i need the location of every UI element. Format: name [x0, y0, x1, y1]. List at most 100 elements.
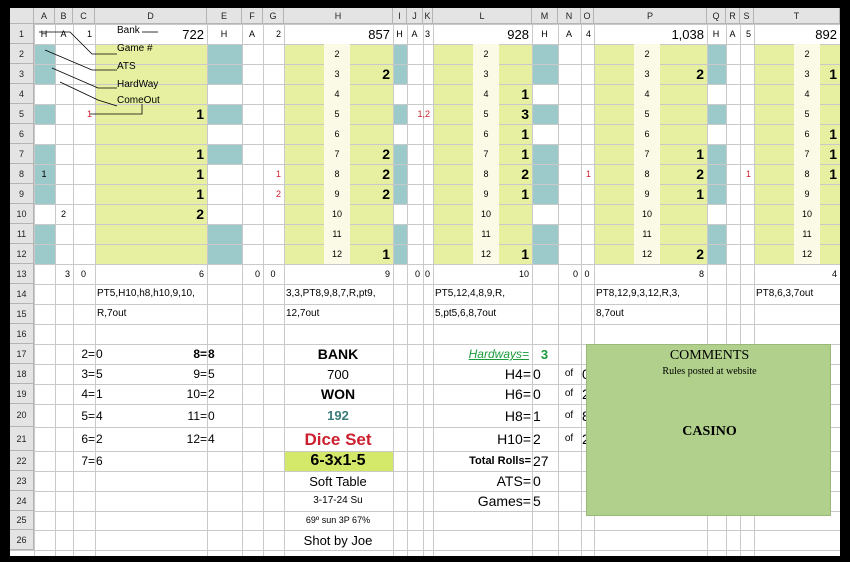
col-gridline: [393, 8, 394, 556]
row-header-16[interactable]: 16: [10, 324, 34, 344]
row-gridline: [10, 427, 840, 428]
teal-cell: [532, 104, 558, 124]
column-header-q[interactable]: Q: [707, 8, 726, 24]
hardway-label-H8=: H8=: [504, 407, 531, 424]
dice-label-4: 4: [324, 84, 350, 104]
hardway-value-H10=: 2: [533, 431, 541, 447]
dice-label-5: 5: [324, 104, 350, 124]
roll-count-label-5=: 5=: [81, 408, 95, 423]
row-header-19[interactable]: 19: [10, 384, 34, 404]
legend-ats: ATS: [117, 61, 136, 72]
row-header-7[interactable]: 7: [10, 144, 34, 164]
row-header-10[interactable]: 10: [10, 204, 34, 224]
game-3-count-5: 3: [521, 106, 529, 122]
hardway-value-H4=: 0: [533, 366, 541, 382]
game-3-notes-2: 5,pt5,6,8,7out: [435, 308, 497, 319]
dice-label-4: 4: [794, 84, 820, 104]
row-header-11[interactable]: 11: [10, 224, 34, 244]
row-header-26[interactable]: 26: [10, 530, 34, 550]
row-header-17[interactable]: 17: [10, 344, 34, 364]
row-header-9[interactable]: 9: [10, 184, 34, 204]
game-5-number: 5: [745, 28, 751, 39]
dice-set-highlight: [284, 451, 393, 471]
row-header-6[interactable]: 6: [10, 124, 34, 144]
comments-box[interactable]: COMMENTS Rules posted at website CASINO: [586, 344, 831, 516]
dice-label-10: 10: [794, 204, 820, 224]
col-gridline: [95, 8, 96, 556]
legend-bank: Bank: [117, 25, 140, 36]
row-header-14[interactable]: 14: [10, 284, 34, 304]
game-2-count-9: 2: [382, 186, 390, 202]
col-gridline: [740, 8, 741, 556]
row-gridline: [10, 550, 840, 551]
column-header-s[interactable]: S: [740, 8, 754, 24]
game-1-number: 1: [86, 28, 92, 39]
col-gridline: [707, 8, 708, 556]
row-header-8[interactable]: 8: [10, 164, 34, 184]
row-header-22[interactable]: 22: [10, 451, 34, 471]
row-header-15[interactable]: 15: [10, 304, 34, 324]
column-header-p[interactable]: P: [594, 8, 707, 24]
col-gridline: [423, 8, 424, 556]
column-header-e[interactable]: E: [207, 8, 242, 24]
dice-label-10: 10: [473, 204, 499, 224]
teal-cell: [34, 44, 55, 64]
column-header-a[interactable]: A: [34, 8, 55, 24]
col-gridline: [207, 8, 208, 556]
column-header-i[interactable]: I: [393, 8, 407, 24]
dice-label-6: 6: [324, 124, 350, 144]
dice-label-8: 8: [324, 164, 350, 184]
row-header-12[interactable]: 12: [10, 244, 34, 264]
spreadsheet[interactable]: A B C D E F G H I J K L M N O P Q R S T 1 2 3 4 5 6 7 8 9 10 11 12 13 14 1…: [10, 8, 840, 556]
dice-label-8: 8: [794, 164, 820, 184]
column-header-c[interactable]: C: [73, 8, 95, 24]
column-header-b[interactable]: B: [55, 8, 73, 24]
hardway-label-H10=: H10=: [497, 431, 531, 447]
game-5-count-8: 1: [829, 166, 837, 182]
row-header-3[interactable]: 3: [10, 64, 34, 84]
column-header-h[interactable]: H: [284, 8, 393, 24]
row-header-21[interactable]: 21: [10, 427, 34, 451]
row-header-13[interactable]: 13: [10, 264, 34, 284]
dice-label-2: 2: [324, 44, 350, 64]
row-header-25[interactable]: 25: [10, 511, 34, 530]
column-header-j[interactable]: J: [407, 8, 423, 24]
game-3-notes-1: PT5,12,4,8,9,R,: [435, 288, 506, 299]
dice-label-10: 10: [324, 204, 350, 224]
row-header-24[interactable]: 24: [10, 491, 34, 511]
select-all-corner[interactable]: [10, 8, 34, 24]
game-4-total-a: 0: [584, 268, 590, 279]
game-5-bank: 892: [815, 26, 837, 42]
game-3-bank: 928: [507, 26, 529, 42]
dice-label-2: 2: [794, 44, 820, 64]
game-1-a-label: A: [60, 28, 67, 39]
column-header-o[interactable]: O: [581, 8, 594, 24]
row-header-18[interactable]: 18: [10, 364, 34, 384]
column-header-r[interactable]: R: [726, 8, 740, 24]
row-header-1[interactable]: 1: [10, 24, 34, 44]
column-header-k[interactable]: K: [423, 8, 433, 24]
column-header-f[interactable]: F: [242, 8, 263, 24]
legend-pointer-lines: [39, 31, 158, 115]
col-gridline: [242, 8, 243, 556]
row-header-4[interactable]: 4: [10, 84, 34, 104]
legend-hardway: HardWay: [117, 79, 159, 90]
game-4-count-12: 2: [696, 246, 704, 262]
column-header-l[interactable]: L: [433, 8, 532, 24]
row-header-23[interactable]: 23: [10, 471, 34, 491]
column-header-n[interactable]: N: [558, 8, 581, 24]
row-header-20[interactable]: 20: [10, 404, 34, 427]
column-header-d[interactable]: D: [95, 8, 207, 24]
row-header-5[interactable]: 5: [10, 104, 34, 124]
teal-cell: [532, 224, 558, 244]
hardway-value-H8=: 1: [533, 407, 541, 424]
legend-pointer-line: [39, 31, 117, 55]
column-header-t[interactable]: T: [754, 8, 840, 24]
column-header-m[interactable]: M: [532, 8, 558, 24]
games-value: 5: [533, 493, 541, 509]
summary-weather: 69º sun 3P 67%: [305, 515, 371, 525]
row-gridline: [10, 471, 840, 472]
game-4-count-7: 1: [696, 146, 704, 162]
column-header-g[interactable]: G: [263, 8, 284, 24]
row-header-2[interactable]: 2: [10, 44, 34, 64]
